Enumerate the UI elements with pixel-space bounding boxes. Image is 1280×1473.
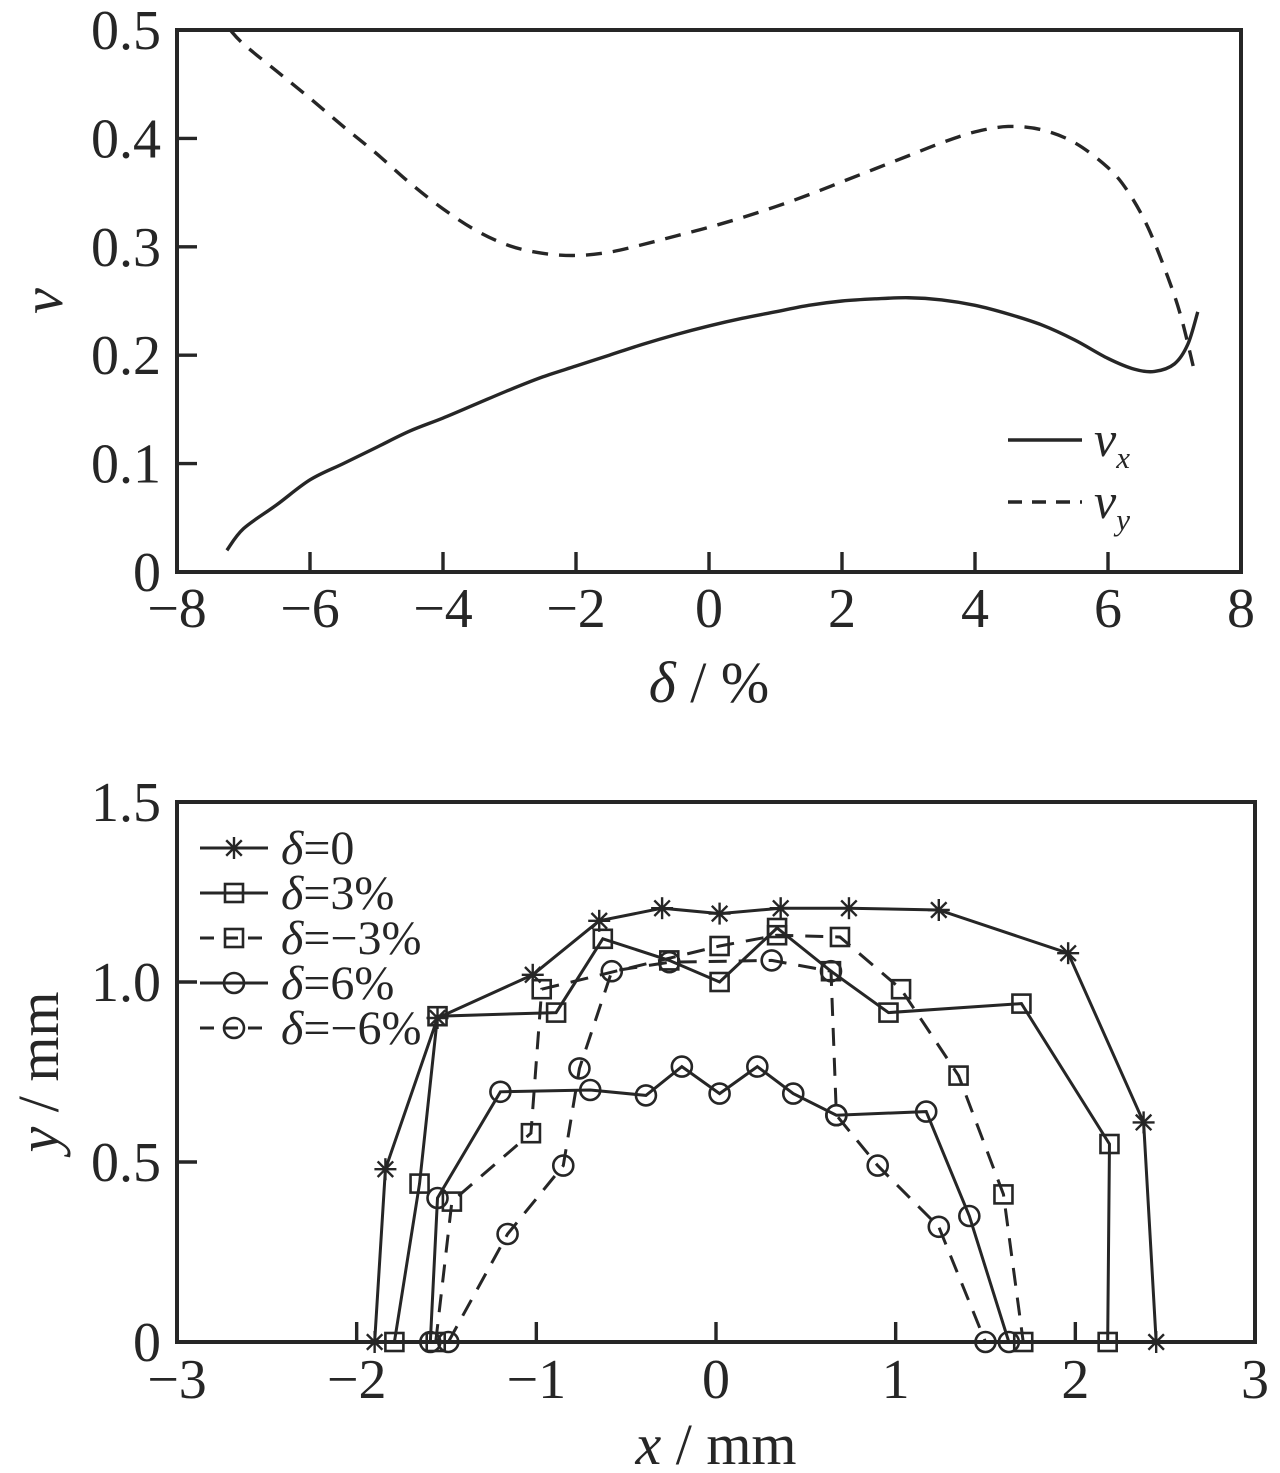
svg-text:0: 0 [133,542,161,604]
velocity-vs-strain-legend-item-vy: vy [1008,473,1130,537]
profile-y-vs-x-markers-delta=6% [419,1055,1021,1354]
svg-text:−2: −2 [327,1349,387,1411]
profile-y-vs-x-legend: δ=0δ=3%δ=−3%δ=6%δ=−6% [200,822,421,1055]
velocity-vs-strain-xlabel: δ / % [649,650,769,715]
svg-text:−8: −8 [147,578,207,640]
velocity-vs-strain-series-vx [225,296,1200,552]
profile-y-vs-x-legend-item-delta=-6%: δ=−6% [200,1002,421,1055]
svg-text:0.4: 0.4 [91,108,161,170]
svg-text:0.1: 0.1 [91,434,161,496]
velocity-vs-strain-ylabel: v [10,288,75,314]
svg-text:0.3: 0.3 [91,217,161,279]
svg-text:−4: −4 [413,578,473,640]
svg-text:1.5: 1.5 [91,772,161,834]
profile-y-vs-x-series-delta=-3% [425,924,1034,1353]
svg-text:0: 0 [133,1312,161,1374]
svg-text:vx: vx [1094,411,1130,475]
profile-y-vs-x-xlabel: x / mm [634,1412,796,1473]
svg-text:−3: −3 [147,1349,207,1411]
svg-text:4: 4 [961,578,989,640]
profile-y-vs-x-series-delta=6% [419,1055,1021,1354]
svg-text:−1: −1 [507,1349,567,1411]
svg-text:δ=−6%: δ=−6% [281,1002,421,1055]
profile-y-vs-x-axes: −3 −2 −1 0 1 2 3 0 0.5 1.0 1.5 x / mm y / mm [6,772,1269,1473]
velocity-vs-strain-axes: −8 −6 −4 −2 0 2 4 6 8 0 0.1 0.2 0.3 0.4 0.5 δ / % v [10,0,1255,715]
profile-y-vs-x-legend-item-delta=6%: δ=6% [200,957,394,1010]
velocity-vs-strain-series-vy [228,28,1197,372]
svg-text:−2: −2 [546,578,606,640]
svg-text:3: 3 [1241,1349,1269,1411]
velocity-vs-strain-plot-frame [175,28,1243,574]
profile-y-vs-x-ylabel: y / mm [6,991,71,1157]
profile-y-vs-x-markers-delta=-3% [425,924,1034,1353]
svg-text:δ=3%: δ=3% [281,867,394,920]
profile-y-vs-x-series-delta=3% [384,917,1120,1353]
svg-text:2: 2 [1061,1349,1089,1411]
profile-y-vs-x-markers-delta=3% [384,917,1120,1353]
svg-text:1: 1 [882,1349,910,1411]
profile-y-vs-x-legend-item-delta=3%: δ=3% [200,867,394,920]
svg-text:8: 8 [1227,578,1255,640]
svg-text:0: 0 [702,1349,730,1411]
profile-y-vs-x-legend-item-delta=0: δ=0 [200,822,354,875]
svg-text:0.5: 0.5 [91,1132,161,1194]
svg-text:δ=6%: δ=6% [281,957,394,1010]
svg-text:1.0: 1.0 [91,952,161,1014]
svg-text:6: 6 [1094,578,1122,640]
svg-text:−6: −6 [280,578,340,640]
profile-y-vs-x-markers-delta=0 [363,897,1168,1353]
profile-y-vs-x-series-delta=0 [363,897,1168,1353]
velocity-vs-strain-legend-item-vx: vx [1008,411,1130,475]
svg-text:2: 2 [828,578,856,640]
profile-y-vs-x-series-delta=-6% [436,949,997,1354]
profile-y-vs-x-legend-item-delta=-3%: δ=−3% [200,912,421,965]
profile-y-vs-x-markers-delta=-6% [436,949,997,1354]
svg-text:0: 0 [695,578,723,640]
svg-text:δ=0: δ=0 [281,822,354,875]
svg-text:0.5: 0.5 [91,0,161,62]
profile-y-vs-x: −3 −2 −1 0 1 2 300.51.01.5x / mmy / mmδ=0δ=3%δ… [6,772,1269,1473]
svg-text:vy: vy [1094,473,1130,537]
svg-text:0.2: 0.2 [91,325,161,387]
svg-text:δ=−3%: δ=−3% [281,912,421,965]
